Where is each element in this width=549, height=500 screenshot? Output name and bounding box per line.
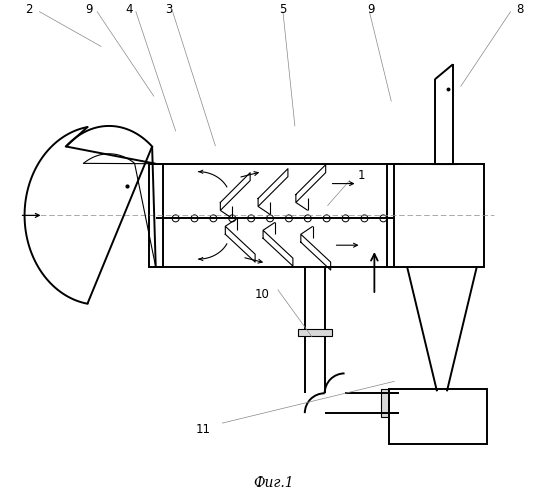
Bar [389, 390, 486, 444]
Text: 11: 11 [196, 422, 211, 436]
Text: 1: 1 [358, 169, 365, 182]
Text: 3: 3 [165, 3, 172, 16]
Text: 4: 4 [125, 3, 133, 16]
Bar [149, 164, 163, 267]
Text: 9: 9 [86, 3, 93, 16]
Bar [394, 164, 484, 267]
Text: Фиг.1: Фиг.1 [254, 476, 294, 490]
Text: 9: 9 [368, 3, 375, 16]
Text: 5: 5 [279, 3, 287, 16]
Text: 8: 8 [516, 3, 523, 16]
Bar [387, 164, 401, 267]
Text: 2: 2 [25, 3, 32, 16]
Bar [382, 390, 391, 417]
Bar [298, 328, 332, 336]
Text: 10: 10 [255, 288, 270, 302]
